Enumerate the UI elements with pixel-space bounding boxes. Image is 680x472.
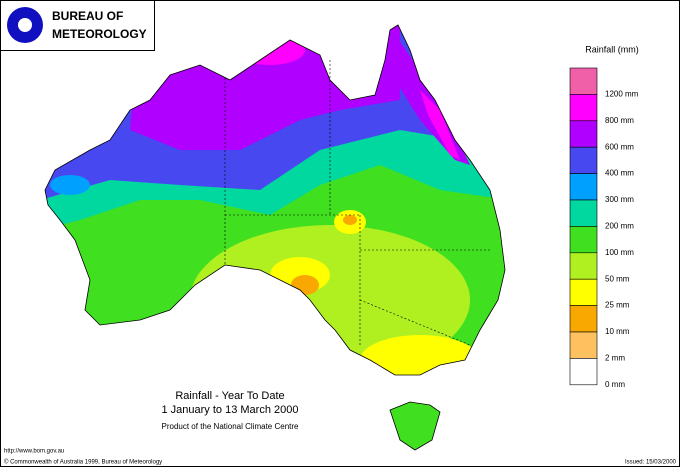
caption-title: Rainfall - Year To Date (175, 390, 284, 402)
legend-label: 2 mm (605, 354, 625, 363)
logo-emblem-centre (18, 18, 32, 32)
legend-label: 600 mm (605, 142, 634, 151)
legend-swatch (569, 67, 598, 95)
legend-swatch (569, 252, 598, 280)
zone-10 (343, 215, 357, 225)
legend-label: 200 mm (605, 222, 634, 231)
footer-copyright: © Commonwealth of Australia 1999, Bureau… (4, 459, 162, 466)
legend-swatch (569, 146, 598, 174)
legend-swatch (569, 120, 598, 148)
legend-label: 50 mm (605, 274, 630, 283)
legend-label: 0 mm (605, 380, 625, 389)
zone-800 (420, 90, 460, 160)
caption-product: Product of the National Climate Centre (162, 422, 300, 431)
legend-swatch (569, 173, 598, 201)
legend-swatch (569, 358, 598, 386)
coastline (389, 401, 441, 451)
legend-swatch (569, 226, 598, 254)
logo-text: METEOROLOGY (52, 27, 147, 41)
legend-label: 400 mm (605, 169, 634, 178)
legend-label: 25 mm (605, 301, 630, 310)
legend-swatch (569, 199, 598, 227)
footer-issued: Issued: 15/03/2000 (625, 460, 677, 466)
legend-label: 300 mm (605, 195, 634, 204)
zone-300 (50, 175, 90, 195)
state-borders (224, 60, 490, 346)
zone-600 (385, 25, 470, 165)
footer-url: http://www.bom.gov.au (4, 449, 64, 455)
legend-swatch (569, 278, 598, 306)
legend-swatch (569, 305, 598, 333)
legend-title: Rainfall (mm) (585, 44, 639, 54)
legend-swatch (569, 331, 598, 359)
legend-swatch (569, 94, 598, 122)
legend-label: 1200 mm (605, 90, 639, 99)
legend-label: 800 mm (605, 116, 634, 125)
logo-text: BUREAU OF (52, 9, 123, 23)
legend-label: 10 mm (605, 327, 630, 336)
legend-label: 100 mm (605, 248, 634, 257)
legend: 1200 mm 800 mm 600 mm 400 mm 300 mm 200 mm 100… (569, 67, 639, 389)
caption-period: 1 January to 13 March 2000 (162, 404, 299, 416)
